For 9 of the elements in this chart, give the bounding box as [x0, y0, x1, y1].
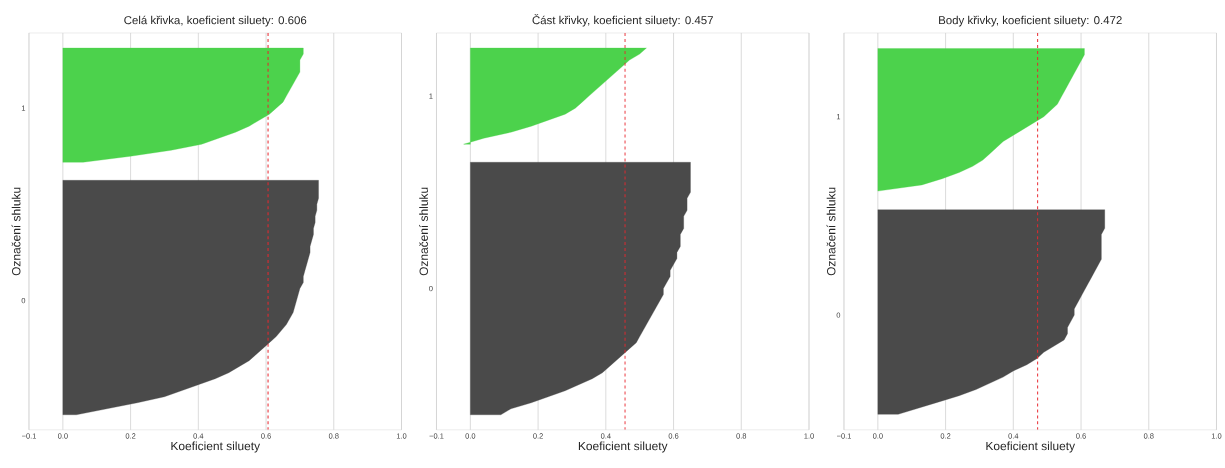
x-axis-title: Koeficient siluety — [986, 441, 1076, 453]
y-axis-title: Označení shluku — [826, 187, 836, 276]
chart-title: Body křivky, koeficient siluety: 0.472 — [939, 15, 1122, 27]
x-axis-title: Koeficient siluety — [578, 441, 668, 453]
chart-title: Celá křivka, koeficient siluety: 0.606 — [124, 15, 307, 27]
y-axis-title: Označení shluku — [11, 187, 21, 276]
chart-title: Část křivky, koeficient siluety: 0.457 — [532, 14, 713, 27]
x-axis-title: Koeficient siluety — [171, 441, 261, 453]
y-axis-title: Označení shluku — [419, 187, 428, 276]
